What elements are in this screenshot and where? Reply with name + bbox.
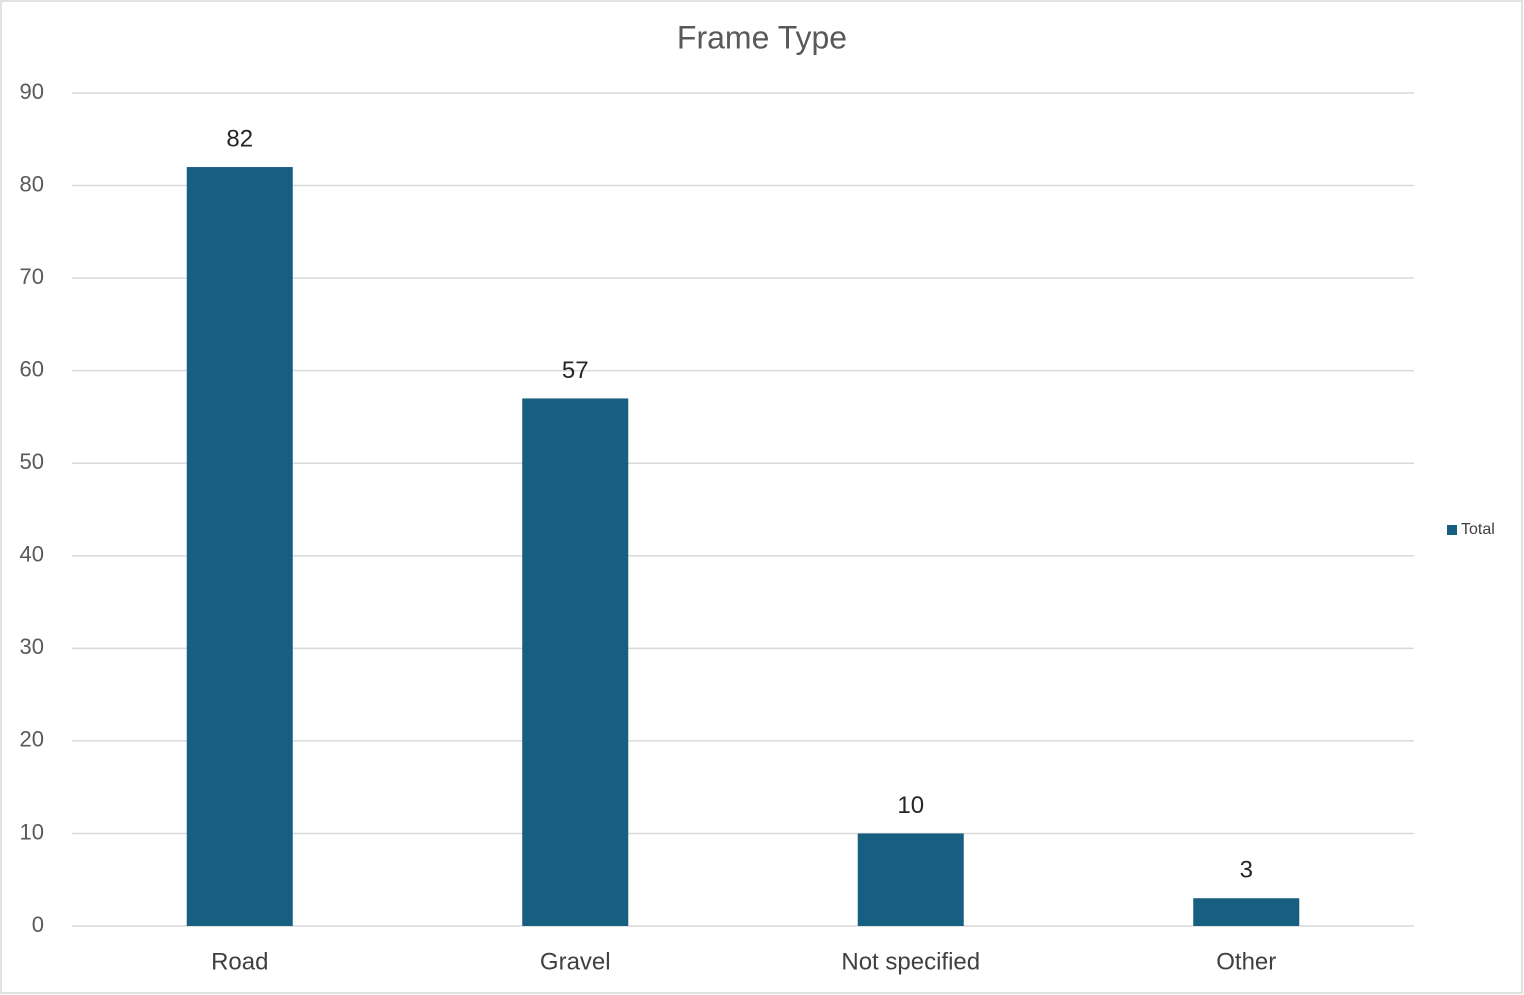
y-tick-label: 30 [20, 634, 44, 659]
y-tick-label: 20 [20, 727, 44, 752]
chart-title: Frame Type [677, 19, 847, 55]
bar [857, 833, 964, 926]
data-label: 57 [562, 357, 589, 384]
x-tick-label: Gravel [540, 948, 611, 975]
y-tick-label: 70 [20, 264, 44, 289]
x-tick-label: Other [1216, 948, 1276, 975]
bar [186, 167, 293, 927]
data-label: 82 [226, 125, 253, 152]
y-tick-label: 80 [20, 171, 44, 196]
data-label: 3 [1240, 857, 1253, 884]
x-tick-label: Road [211, 948, 268, 975]
y-tick-label: 60 [20, 356, 44, 381]
legend-label: Total [1461, 521, 1495, 538]
bar [1193, 898, 1300, 926]
data-label: 10 [897, 792, 924, 819]
y-tick-label: 50 [20, 449, 44, 474]
bar [522, 398, 629, 926]
y-tick-label: 40 [20, 542, 44, 567]
y-tick-label: 90 [20, 79, 44, 104]
y-tick-label: 10 [20, 819, 44, 844]
y-tick-label: 0 [32, 912, 44, 937]
legend-swatch [1447, 525, 1457, 535]
x-tick-label: Not specified [841, 948, 980, 975]
